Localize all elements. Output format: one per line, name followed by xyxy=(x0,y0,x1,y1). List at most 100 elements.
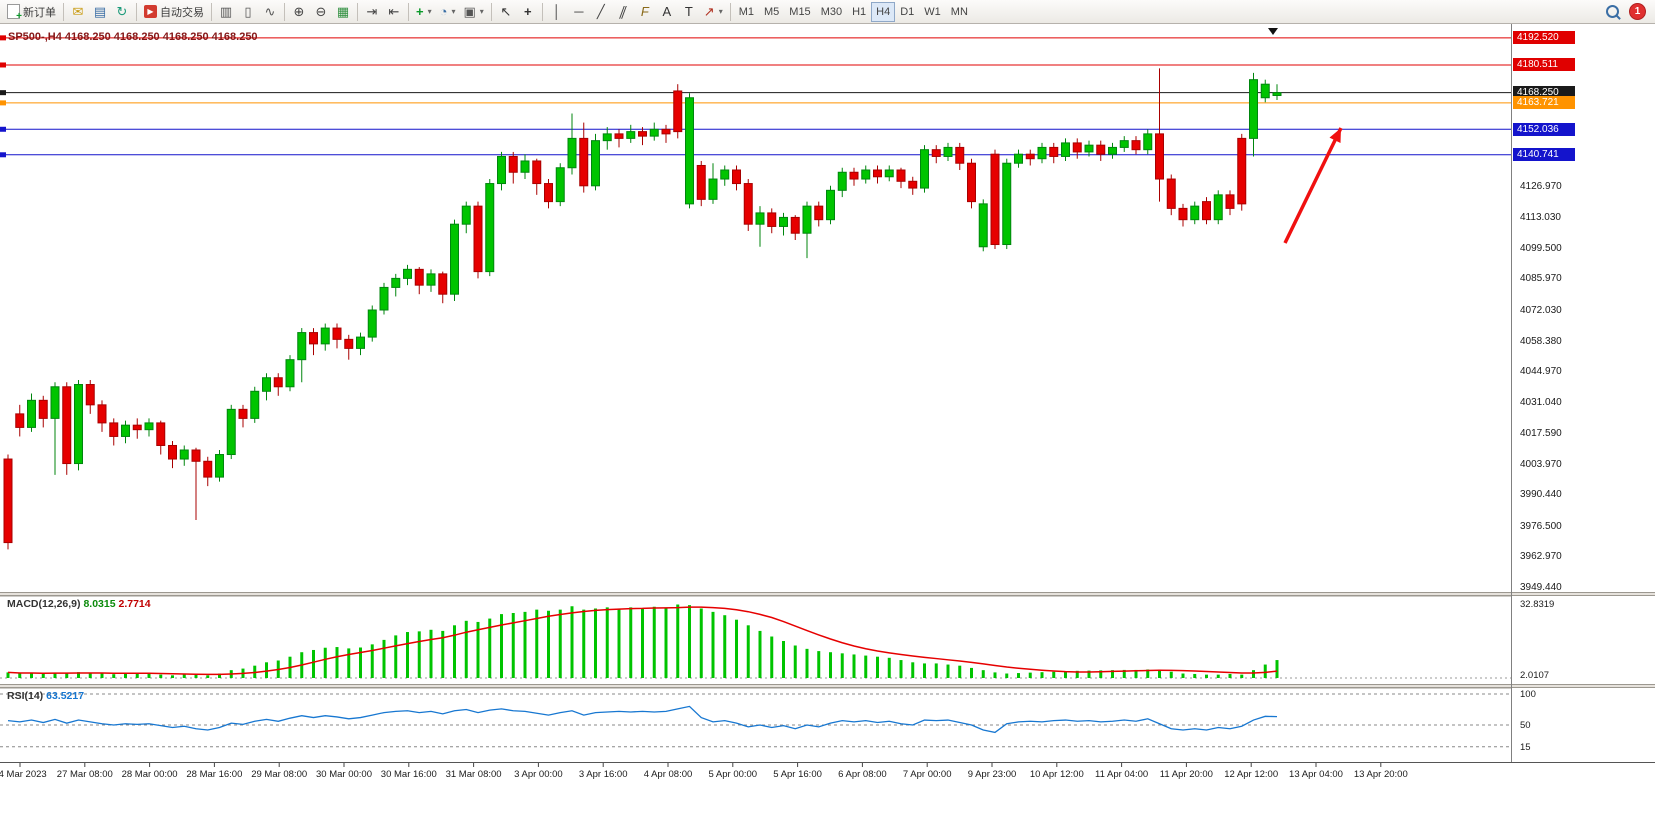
timeframe-m1-button[interactable]: M1 xyxy=(734,2,759,22)
time-axis-label: 4 Apr 08:00 xyxy=(643,769,693,780)
arrows-icon: ↗ xyxy=(703,4,715,19)
scale-border xyxy=(1511,24,1512,762)
search-button[interactable] xyxy=(1601,2,1623,22)
market-watch-button[interactable]: ▤ xyxy=(89,2,111,22)
separator xyxy=(408,2,409,21)
zoom-in-button[interactable]: ⊕ xyxy=(288,2,310,22)
panel-splitter-rsi[interactable] xyxy=(0,684,1655,688)
trendline-button[interactable]: ╱ xyxy=(590,2,612,22)
time-axis-label: 11 Apr 04:00 xyxy=(1095,769,1149,780)
chart-shift-button[interactable]: ⇤ xyxy=(383,2,405,22)
mail-button[interactable]: ✉ xyxy=(67,2,89,22)
refresh-button[interactable]: ↻ xyxy=(111,2,133,22)
time-axis-label: 5 Apr 00:00 xyxy=(708,769,758,780)
macd-signal-value: 2.7714 xyxy=(118,598,151,610)
market-watch-icon: ▤ xyxy=(93,4,107,19)
time-axis-label: 27 Mar 08:00 xyxy=(56,769,113,780)
new-order-button[interactable]: 新订单 xyxy=(3,2,60,22)
price-axis-label: 4099.500 xyxy=(1520,242,1562,254)
chevron-down-icon: ▾ xyxy=(451,7,456,16)
channel-icon: ∥ xyxy=(616,4,629,19)
auto-trading-label: 自动交易 xyxy=(160,6,204,19)
tile-windows-icon: ▦ xyxy=(336,4,350,19)
macd-label: MACD(12,26,9) 8.0315 2.7714 xyxy=(7,598,151,610)
time-scale[interactable]: 24 Mar 2023 27 Mar 08:00 28 Mar 00:00 28 Ma… xyxy=(0,766,1512,788)
separator xyxy=(490,2,492,21)
price-tag-4140.741: 4140.741 xyxy=(1513,148,1575,162)
auto-trading-icon: ▶ xyxy=(144,5,157,18)
price-scale[interactable]: 4126.970 4113.030 4099.500 4085.970 4072.030… xyxy=(1512,24,1655,827)
candlestick-icon: ▯ xyxy=(244,4,252,19)
vertical-line-button[interactable]: │ xyxy=(546,2,568,22)
timeframe-h4-button[interactable]: H4 xyxy=(871,1,896,22)
price-axis-label: 4113.030 xyxy=(1520,212,1561,224)
panel-splitter-macd[interactable] xyxy=(0,592,1655,596)
new-order-label: 新订单 xyxy=(23,6,56,19)
time-axis-label: 28 Mar 16:00 xyxy=(186,769,243,780)
price-tag-4192.520: 4192.520 xyxy=(1513,31,1575,45)
bar-chart-icon: ▥ xyxy=(219,4,233,19)
time-axis-label: 30 Mar 00:00 xyxy=(316,769,372,780)
price-axis-label: 3990.440 xyxy=(1520,489,1562,501)
chart-canvas[interactable] xyxy=(0,24,1655,827)
bar-chart-button[interactable]: ▥ xyxy=(215,2,237,22)
arrows-button[interactable]: ↗ ▾ xyxy=(700,2,727,22)
periods-button[interactable]: ◔ ▾ xyxy=(436,2,460,22)
auto-scroll-icon: ⇥ xyxy=(366,4,378,19)
separator xyxy=(729,2,731,21)
rsi-axis-label: 50 xyxy=(1520,720,1531,731)
rsi-label: RSI(14) 63.5217 xyxy=(7,690,84,702)
timeframe-d1-button[interactable]: D1 xyxy=(895,2,919,22)
price-tag-4168.250: 4168.250 xyxy=(1513,86,1575,100)
line-chart-icon: ∿ xyxy=(264,4,276,19)
rsi-name: RSI(14) xyxy=(7,690,44,702)
time-axis-label: 31 Mar 08:00 xyxy=(445,769,502,780)
price-axis-label: 4003.970 xyxy=(1520,458,1562,470)
timeframe-h1-button[interactable]: H1 xyxy=(847,2,871,22)
timeframe-w1-button[interactable]: W1 xyxy=(919,2,946,22)
price-axis-label: 4072.030 xyxy=(1520,304,1562,316)
chart-window: SP500-,H4 4168.250 4168.250 4168.250 416… xyxy=(0,24,1655,827)
timeframe-m30-button[interactable]: M30 xyxy=(816,2,847,22)
text-button[interactable]: A xyxy=(656,2,678,22)
toolbar-right: 1 xyxy=(1601,2,1652,22)
cursor-button[interactable]: ↖ xyxy=(495,2,517,22)
mail-icon: ✉ xyxy=(72,4,84,19)
price-tag-4152.036: 4152.036 xyxy=(1513,122,1575,136)
cursor-icon: ↖ xyxy=(500,4,512,19)
timeframe-mn-button[interactable]: MN xyxy=(946,2,973,22)
notification-badge[interactable]: 1 xyxy=(1629,3,1646,20)
auto-scroll-button[interactable]: ⇥ xyxy=(361,2,383,22)
periods-icon: ◔ xyxy=(439,4,448,19)
templates-icon: ▣ xyxy=(463,4,476,19)
separator xyxy=(357,2,358,21)
time-axis-label: 3 Apr 00:00 xyxy=(514,769,563,780)
candlestick-button[interactable]: ▯ xyxy=(237,2,259,22)
timeframe-m5-button[interactable]: M5 xyxy=(759,2,784,22)
auto-trading-button[interactable]: ▶ 自动交易 xyxy=(140,2,208,22)
indicators-button[interactable]: + ▾ xyxy=(412,2,436,22)
timeframe-m15-button[interactable]: M15 xyxy=(784,2,815,22)
time-axis-label: 29 Mar 08:00 xyxy=(251,769,308,780)
text-label-button[interactable]: T xyxy=(678,2,700,22)
crosshair-button[interactable]: + xyxy=(517,2,539,22)
toolbar: 新订单 ✉ ▤ ↻ ▶ 自动交易 ▥ ▯ ∿ ⊕ ⊖ ▦ ⇥ ⇤ +▾ ◔▾ ▣… xyxy=(0,0,1655,24)
tile-windows-button[interactable]: ▦ xyxy=(332,2,354,22)
channel-button[interactable]: ∥ xyxy=(612,2,634,22)
vertical-line-icon: │ xyxy=(552,4,561,19)
chevron-down-icon: ▾ xyxy=(718,7,723,16)
search-icon xyxy=(1605,5,1619,18)
horizontal-line-button[interactable]: ─ xyxy=(568,2,590,22)
templates-button[interactable]: ▣ ▾ xyxy=(459,2,487,22)
rsi-axis-label: 100 xyxy=(1520,689,1536,700)
new-order-icon xyxy=(7,4,22,22)
time-axis-label: 30 Mar 16:00 xyxy=(380,769,437,780)
zoom-out-button[interactable]: ⊖ xyxy=(310,2,332,22)
fibonacci-button[interactable]: F xyxy=(634,2,656,22)
time-axis-label: 28 Mar 00:00 xyxy=(121,769,178,780)
time-axis-label: 3 Apr 16:00 xyxy=(578,769,628,780)
price-tag-4163.721: 4163.721 xyxy=(1513,96,1575,110)
macd-axis-max: 32.8319 xyxy=(1520,599,1555,611)
price-axis-label: 4031.040 xyxy=(1520,397,1562,409)
line-chart-button[interactable]: ∿ xyxy=(259,2,281,22)
